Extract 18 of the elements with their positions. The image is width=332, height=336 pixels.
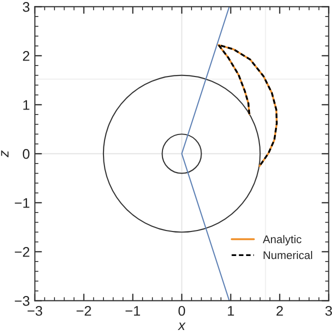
x-tick-label: 0 bbox=[178, 306, 186, 316]
legend-label: Analytic bbox=[262, 235, 302, 246]
y-tick-label: 0 bbox=[22, 149, 30, 159]
y-axis-title: z bbox=[1, 150, 9, 158]
y-tick-label: 3 bbox=[22, 2, 30, 12]
line-series bbox=[218, 44, 278, 167]
x-tick-label: −1 bbox=[126, 306, 140, 316]
x-tick-label: −2 bbox=[76, 306, 92, 316]
y-tick-label: 2 bbox=[22, 51, 30, 61]
y-tick-label: −1 bbox=[14, 198, 30, 208]
x-tick-label: 2 bbox=[276, 306, 283, 316]
y-tick-label: −3 bbox=[14, 296, 30, 306]
y-tick-label: 1 bbox=[23, 100, 30, 110]
legend-label: Numerical bbox=[264, 250, 312, 260]
x-tick-label: 1 bbox=[228, 306, 234, 316]
x-tick-label: 3 bbox=[325, 306, 332, 316]
x-axis-title: x bbox=[178, 322, 186, 330]
y-tick-label: −2 bbox=[14, 247, 30, 257]
